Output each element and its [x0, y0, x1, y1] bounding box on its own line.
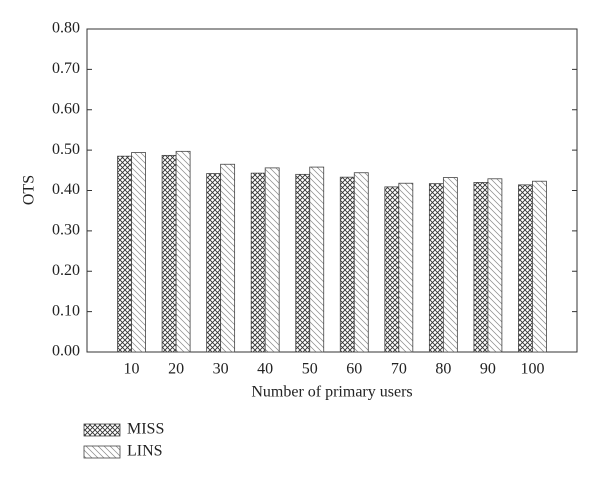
plot-frame	[86, 28, 578, 353]
bar	[442, 177, 458, 353]
bar	[175, 150, 191, 353]
x-tick-label: 30	[213, 361, 229, 378]
bar	[161, 154, 177, 353]
x-tick-label: 60	[346, 361, 362, 378]
bar	[428, 183, 444, 353]
bar	[264, 167, 280, 353]
legend-swatch	[83, 423, 121, 437]
bar	[339, 176, 355, 353]
legend-label: LINS	[127, 443, 163, 460]
bar	[487, 178, 503, 353]
x-tick-label: 40	[257, 361, 273, 378]
y-axis-label: OTS	[21, 175, 38, 205]
y-tick-label: 0.10	[52, 302, 80, 319]
y-tick-label: 0.30	[52, 222, 80, 239]
y-tick-label: 0.00	[52, 343, 80, 360]
bar	[353, 172, 369, 353]
bar	[384, 186, 400, 353]
y-tick-label: 0.60	[52, 100, 80, 117]
y-tick-label: 0.40	[52, 181, 80, 198]
x-tick-label: 10	[124, 361, 140, 378]
bar	[117, 155, 132, 353]
x-tick-label: 20	[168, 361, 184, 378]
legend-swatch	[83, 445, 121, 459]
bar	[309, 166, 325, 353]
bar	[295, 173, 311, 353]
x-tick-label: 70	[391, 361, 407, 378]
bar	[473, 182, 489, 353]
x-tick-label: 50	[302, 361, 318, 378]
bar	[250, 172, 266, 353]
legend-label: MISS	[127, 421, 164, 438]
y-tick-label: 0.20	[52, 262, 80, 279]
y-tick-label: 0.70	[52, 60, 80, 77]
x-tick-label: 80	[435, 361, 451, 378]
x-axis-label: Number of primary users	[251, 384, 412, 401]
y-tick-label: 0.50	[52, 141, 80, 158]
bar	[206, 173, 222, 353]
bar	[518, 184, 533, 353]
y-tick-label: 0.80	[52, 20, 80, 37]
bar	[220, 163, 236, 353]
bar	[398, 182, 414, 353]
bar	[532, 180, 547, 353]
x-tick-label: 100	[520, 361, 544, 378]
x-tick-label: 90	[480, 361, 496, 378]
bar	[131, 152, 146, 353]
